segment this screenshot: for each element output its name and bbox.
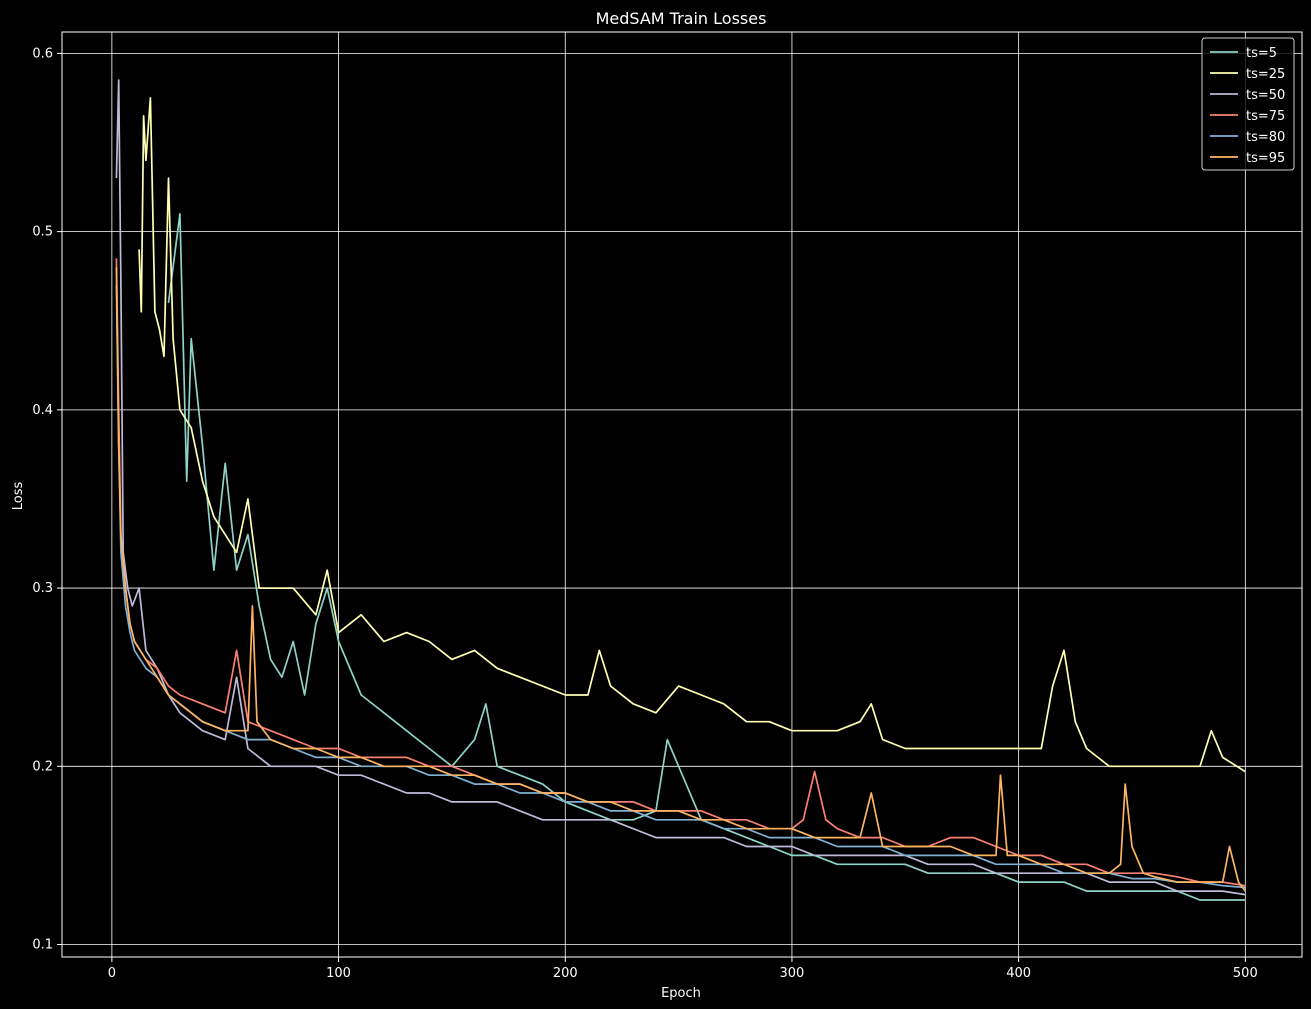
grid-lines: [62, 32, 1302, 957]
chart-title: MedSAM Train Losses: [596, 9, 767, 28]
series-line-1: [138, 97, 1246, 773]
y-axis-label: Loss: [11, 482, 26, 511]
series-line-2: [115, 79, 1246, 896]
legend-box: [1201, 37, 1295, 171]
y-tick-label: 0.6: [32, 46, 53, 61]
x-tick-label: 200: [553, 966, 578, 981]
x-tick-label: 300: [780, 966, 805, 981]
legend-label: ts=75: [1246, 109, 1285, 124]
legend-label: ts=95: [1246, 151, 1285, 166]
x-axis-ticks: 0 100 200 300 400 500: [108, 957, 1258, 981]
legend-label: ts=80: [1246, 130, 1285, 145]
plot-frame: [61, 31, 1303, 958]
y-tick-label: 0.3: [32, 581, 53, 596]
y-axis-ticks: 0.1 0.2 0.3 0.4 0.5 0.6: [32, 46, 62, 953]
legend-label: ts=5: [1246, 46, 1277, 61]
series-line-5: [115, 267, 1246, 892]
x-tick-label: 400: [1006, 966, 1031, 981]
x-tick-label: 100: [326, 966, 351, 981]
y-tick-label: 0.2: [32, 759, 53, 774]
y-tick-label: 0.1: [32, 938, 53, 953]
legend-label: ts=25: [1246, 67, 1285, 82]
x-tick-label: 500: [1233, 966, 1258, 981]
y-tick-label: 0.4: [32, 403, 53, 418]
legend: ts=5 ts=25 ts=50 ts=75 ts=80 ts=95: [1201, 37, 1295, 171]
x-tick-label: 0: [108, 966, 116, 981]
legend-label: ts=50: [1246, 88, 1285, 103]
x-axis-label: Epoch: [661, 986, 701, 1001]
series-lines: [115, 79, 1246, 901]
y-tick-label: 0.5: [32, 225, 53, 240]
series-line-3: [115, 258, 1246, 887]
